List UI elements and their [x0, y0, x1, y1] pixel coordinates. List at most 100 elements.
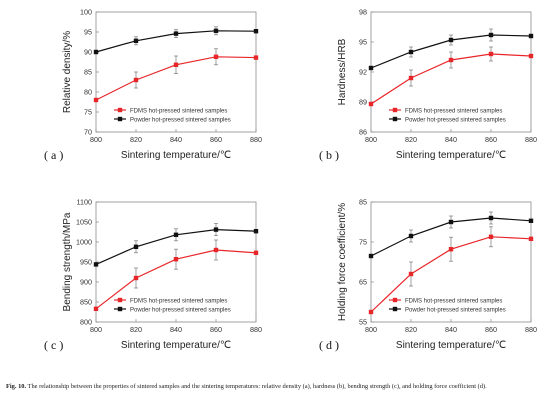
data-point [93, 262, 99, 267]
x-tick-label: 840 [445, 325, 457, 334]
legend-entry: Powder hot-pressed sintered samples [130, 307, 231, 313]
panel-label: ( d ) [319, 338, 339, 352]
data-point [448, 219, 454, 225]
chart-panel-d: 55 65 75 85 800 820 840 860 880 Sintering tempera… [275, 190, 550, 380]
x-tick-label: 800 [365, 135, 377, 144]
legend-swatch-marker [392, 306, 398, 312]
data-point [528, 53, 534, 59]
y-axis-label: Bending strength/MPa [62, 212, 73, 311]
legend-swatch-marker [392, 107, 398, 113]
data-point [528, 236, 534, 241]
data-point [528, 33, 534, 39]
x-tick-label: 820 [130, 325, 142, 334]
figure-caption-label: Fig. 10. [6, 383, 27, 390]
data-point [253, 250, 259, 255]
chart-panel-b: 86 89 92 95 98 800 820 840 860 880 Sintering tempe… [275, 0, 550, 190]
legend-swatch-marker [117, 297, 123, 303]
data-point [408, 271, 414, 277]
y-axis-label: Holding force coefficient/% [337, 203, 348, 321]
legend-entry: FDMS hot-pressed sintered samples [405, 298, 502, 304]
data-point [173, 62, 179, 67]
data-point [133, 38, 139, 43]
series-fdms [368, 226, 534, 315]
figure-caption: Fig. 10. The relationship between the pr… [6, 383, 544, 391]
data-point [368, 309, 374, 315]
data-point [133, 275, 139, 281]
chart-a: 70 75 80 85 90 95 100 800 820 840 860 880 Sintering … [44, 8, 262, 162]
y-tick-label: 86 [359, 128, 367, 137]
data-point [448, 37, 454, 43]
legend-swatch-marker [117, 107, 123, 113]
figure-caption-text: The relationship between the properties … [27, 383, 487, 390]
x-tick-label: 820 [130, 135, 142, 144]
series-powder [368, 28, 534, 71]
data-point [408, 233, 414, 239]
data-point [488, 215, 494, 221]
data-point [133, 77, 139, 83]
y-tick-label: 1000 [76, 238, 92, 247]
series-fdms [93, 48, 259, 103]
x-tick-label: 840 [445, 135, 457, 144]
data-point [173, 232, 179, 237]
data-point [93, 49, 99, 55]
data-point [368, 253, 374, 259]
y-tick-label: 95 [359, 38, 367, 47]
legend-entry: Powder hot-pressed sintered samples [130, 117, 231, 123]
panel-label: ( a ) [44, 148, 63, 162]
data-point [448, 247, 454, 252]
y-tick-label: 100 [80, 8, 92, 17]
x-tick-label: 880 [250, 325, 262, 334]
x-axis-label: Sintering temperature/℃ [121, 150, 231, 161]
chart-panel-c: 800 850 900 950 1000 1050 1100 800 820 840 860 880 S… [0, 190, 275, 380]
data-point [488, 51, 494, 57]
data-point [213, 54, 219, 59]
x-tick-label: 820 [405, 325, 417, 334]
y-axis-label: Hardness/HRB [337, 38, 348, 105]
y-tick-label: 75 [84, 108, 92, 117]
panel-label: ( b ) [319, 148, 339, 162]
y-tick-label: 900 [80, 278, 92, 287]
legend-entry: Powder hot-pressed sintered samples [405, 307, 506, 313]
x-tick-label: 840 [170, 135, 182, 144]
data-point [368, 101, 374, 107]
series-powder [93, 26, 259, 55]
legend-entry: FDMS hot-pressed sintered samples [405, 108, 502, 114]
series-fdms [93, 239, 259, 311]
x-tick-label: 800 [90, 325, 102, 334]
data-point [213, 28, 219, 33]
y-tick-label: 1100 [77, 198, 92, 207]
legend-swatch-marker [117, 116, 123, 122]
x-tick-label: 860 [210, 135, 222, 144]
x-tick-label: 860 [210, 325, 222, 334]
data-point [528, 218, 534, 223]
legend-swatch-marker [392, 297, 398, 303]
chart-b: 86 89 92 95 98 800 820 840 860 880 Sintering tempe… [319, 8, 537, 162]
data-point [253, 229, 259, 234]
data-point [368, 65, 374, 71]
legend-entry: Powder hot-pressed sintered samples [405, 117, 506, 123]
y-tick-label: 95 [84, 28, 92, 37]
x-axis-label: Sintering temperature/℃ [396, 150, 506, 161]
y-tick-label: 85 [359, 198, 367, 207]
y-tick-label: 65 [359, 278, 367, 287]
data-point [93, 306, 99, 311]
x-axis-label: Sintering temperature/℃ [121, 340, 231, 351]
x-tick-label: 880 [525, 325, 537, 334]
y-tick-label: 55 [359, 318, 367, 327]
series-fdms [368, 46, 534, 107]
y-tick-label: 98 [359, 8, 367, 17]
chart-c: 800 850 900 950 1000 1050 1100 800 820 840 860 880 S… [44, 198, 262, 352]
y-tick-label: 950 [80, 258, 92, 267]
data-point [133, 244, 139, 249]
y-tick-label: 800 [80, 318, 92, 327]
data-point [173, 31, 179, 36]
x-axis-label: Sintering temperature/℃ [396, 340, 506, 351]
x-tick-label: 800 [90, 135, 102, 144]
data-point [213, 227, 219, 232]
data-point [93, 97, 99, 103]
data-point [448, 57, 454, 63]
data-point [488, 234, 494, 239]
data-point [408, 75, 414, 81]
data-point [253, 29, 259, 34]
legend-entry: FDMS hot-pressed sintered samples [130, 298, 227, 304]
